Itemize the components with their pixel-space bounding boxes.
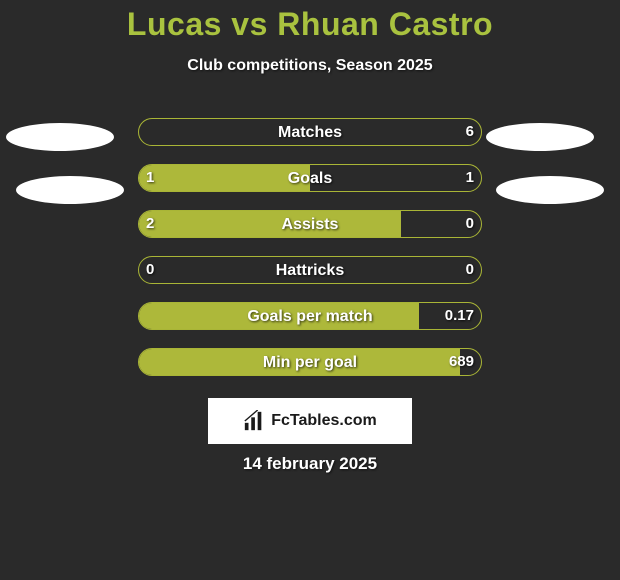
stat-right-value: 6 bbox=[466, 118, 474, 146]
stat-bar-fill bbox=[139, 349, 460, 375]
snapshot-date: 14 february 2025 bbox=[0, 454, 620, 474]
stat-left-value: 2 bbox=[146, 210, 154, 238]
stat-bar-track: Assists bbox=[138, 210, 482, 238]
stat-row: Matches6 bbox=[0, 118, 620, 146]
stat-right-value: 1 bbox=[466, 164, 474, 192]
stat-row: Assists2 0 bbox=[0, 210, 620, 238]
stat-bar-label: Hattricks bbox=[139, 257, 481, 283]
stat-row: Goals per match0.17 bbox=[0, 302, 620, 330]
stat-bar-fill bbox=[139, 211, 401, 237]
source-badge: FcTables.com bbox=[208, 398, 412, 444]
source-badge-text: FcTables.com bbox=[271, 412, 377, 430]
stat-bar-label: Matches bbox=[139, 119, 481, 145]
page-subtitle: Club competitions, Season 2025 bbox=[0, 57, 620, 75]
stat-bar-track: Goals per match bbox=[138, 302, 482, 330]
stat-left-value: 0 bbox=[146, 256, 154, 284]
stat-right-value: 0.17 bbox=[445, 302, 474, 330]
stat-bar-track: Matches bbox=[138, 118, 482, 146]
stat-bars: Matches6Goals11Assists20Hattricks00Goals… bbox=[0, 118, 620, 394]
stat-bar-fill bbox=[139, 303, 419, 329]
stat-left-value: 1 bbox=[146, 164, 154, 192]
bars-icon bbox=[243, 410, 265, 432]
stat-row: Min per goal689 bbox=[0, 348, 620, 376]
stat-bar-track: Hattricks bbox=[138, 256, 482, 284]
stat-right-value: 0 bbox=[466, 210, 474, 238]
stat-right-value: 689 bbox=[449, 348, 474, 376]
comparison-infographic: Lucas vs Rhuan Castro Club competitions,… bbox=[0, 0, 620, 580]
page-title: Lucas vs Rhuan Castro bbox=[0, 0, 620, 43]
stat-row: Hattricks0 0 bbox=[0, 256, 620, 284]
stat-right-value: 0 bbox=[466, 256, 474, 284]
stat-row: Goals1 1 bbox=[0, 164, 620, 192]
stat-bar-fill bbox=[139, 165, 310, 191]
stat-bar-track: Goals bbox=[138, 164, 482, 192]
stat-bar-track: Min per goal bbox=[138, 348, 482, 376]
